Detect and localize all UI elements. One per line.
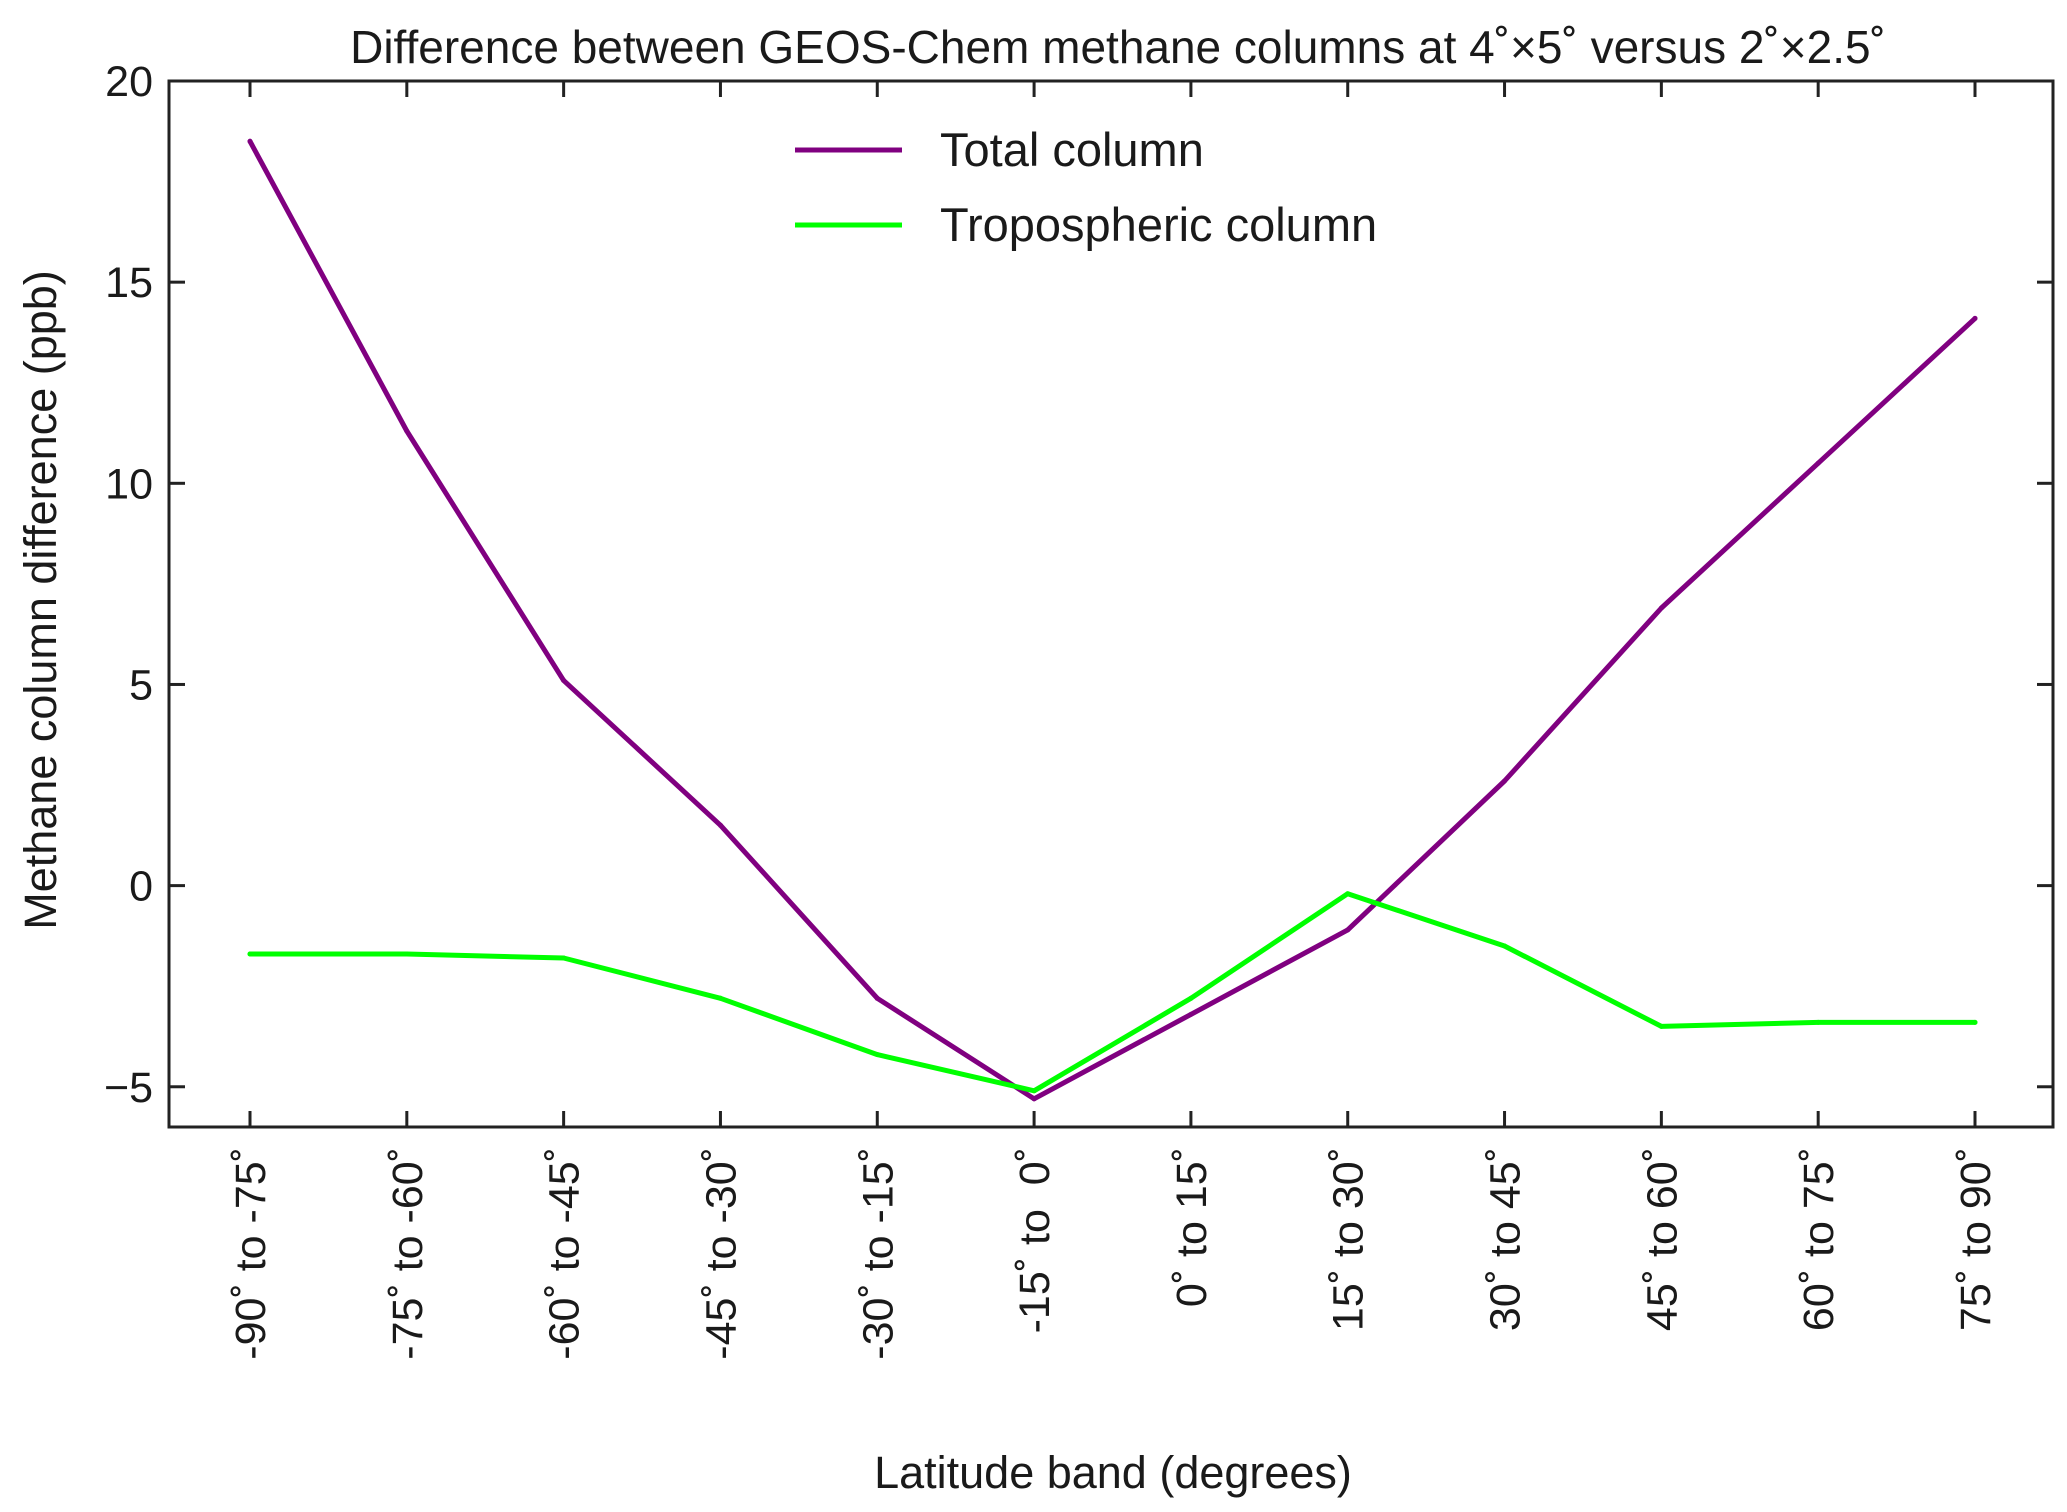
series-2-point	[404, 951, 410, 957]
series-1-point	[1502, 778, 1507, 784]
y-tick-label: 20	[105, 58, 153, 106]
series-1-point	[1972, 315, 1978, 321]
y-axis-label: Methane column difference (ppb)	[15, 270, 66, 930]
x-tick-label: 30˚ to 45˚	[1482, 1147, 1530, 1331]
series-2-point	[561, 955, 567, 961]
plot-frame	[167, 79, 2055, 1129]
series-1-point	[718, 822, 723, 828]
series-2-point	[247, 951, 253, 957]
series-2-point	[1658, 1023, 1664, 1029]
series-2-point	[1972, 1019, 1978, 1025]
series-1-point	[874, 995, 880, 1001]
y-tick-label: 0	[129, 863, 153, 911]
series-lines	[247, 138, 1978, 1102]
y-axis-ticks: −5 0 5 10 15 20	[104, 58, 2053, 1112]
series-line-1	[247, 138, 1978, 1102]
series-1-point	[1658, 605, 1664, 611]
series-2-point	[1188, 995, 1194, 1001]
series-2-point	[1502, 943, 1507, 949]
series-1-point	[247, 138, 253, 144]
chart-title: Difference between GEOS-Chem methane col…	[350, 21, 1886, 73]
x-tick-label: -15˚ to 0˚	[1011, 1147, 1059, 1333]
x-tick-label: 60˚ to 75˚	[1795, 1147, 1843, 1331]
x-tick-label: -90˚ to -75˚	[227, 1147, 275, 1360]
series-2-point	[718, 995, 723, 1001]
x-axis-label: Latitude band (degrees)	[874, 1447, 1352, 1498]
x-tick-label: -75˚ to -60˚	[384, 1147, 432, 1360]
legend-label-1: Total column	[940, 123, 1204, 176]
x-tick-label: 45˚ to 60˚	[1638, 1147, 1686, 1331]
legend-label-2: Tropospheric column	[940, 198, 1377, 251]
x-tick-label: 75˚ to 90˚	[1952, 1147, 2000, 1331]
x-tick-label: 0˚ to 15˚	[1168, 1147, 1216, 1307]
series-1-point	[1345, 927, 1351, 933]
y-tick-label: 10	[105, 460, 153, 508]
x-tick-label: -60˚ to -45˚	[541, 1147, 589, 1360]
series-2-point	[1815, 1019, 1821, 1025]
series-2-point	[874, 1052, 880, 1058]
x-tick-label: -45˚ to -30˚	[697, 1147, 745, 1360]
legend: Total column Tropospheric column	[795, 123, 1377, 251]
series-1-point	[1188, 1011, 1194, 1017]
x-axis-ticks: -90˚ to -75˚ -75˚ to -60˚ -60˚ to -45˚ -45˚…	[227, 81, 2000, 1360]
series-line-2	[247, 891, 1978, 1094]
x-tick-label: -30˚ to -15˚	[854, 1147, 902, 1360]
y-tick-label: 15	[105, 259, 153, 307]
x-tick-label: 15˚ to 30˚	[1325, 1147, 1373, 1331]
y-tick-label: −5	[104, 1064, 153, 1112]
series-1-point	[1815, 460, 1821, 466]
series-2-point	[1345, 891, 1351, 897]
series-2-point	[1031, 1088, 1037, 1094]
y-tick-label: 5	[129, 661, 153, 709]
series-1-point	[404, 428, 410, 434]
series-1-point	[1031, 1096, 1037, 1102]
series-1-point	[561, 677, 567, 683]
